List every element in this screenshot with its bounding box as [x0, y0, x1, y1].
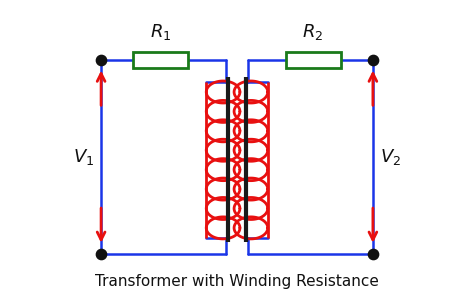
Text: Transformer with Winding Resistance: Transformer with Winding Resistance: [95, 274, 379, 289]
Text: $R_1$: $R_1$: [150, 22, 172, 42]
FancyBboxPatch shape: [285, 51, 340, 68]
FancyBboxPatch shape: [134, 51, 189, 68]
Text: $V_2$: $V_2$: [380, 147, 401, 167]
Text: $V_1$: $V_1$: [73, 147, 94, 167]
Point: [97, 251, 105, 256]
Text: $R_2$: $R_2$: [302, 22, 324, 42]
Point: [97, 57, 105, 62]
Point: [369, 57, 377, 62]
Point: [369, 251, 377, 256]
